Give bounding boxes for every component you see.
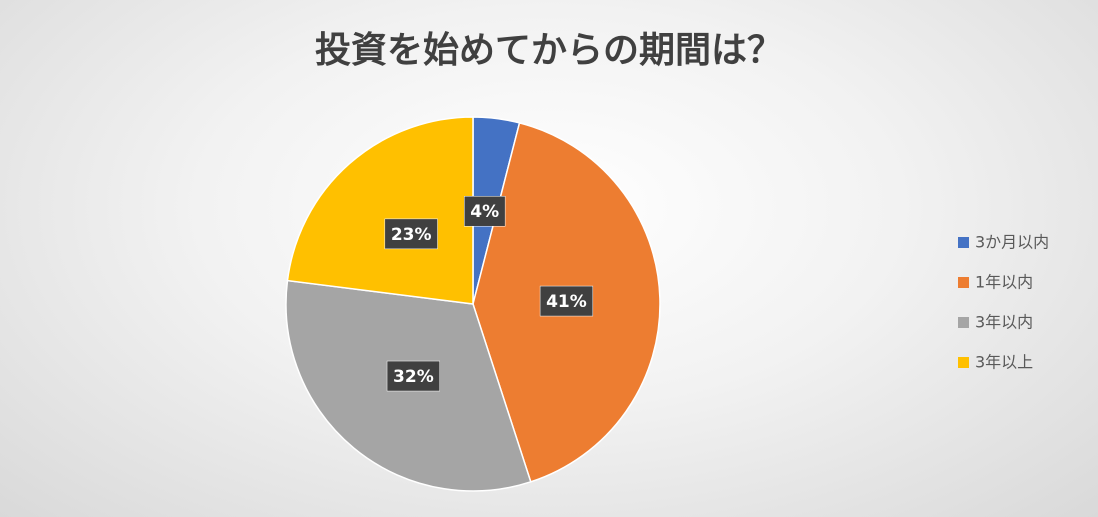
data-label-box bbox=[386, 360, 441, 392]
legend-swatch bbox=[958, 237, 969, 248]
data-label-text: 32% bbox=[393, 367, 434, 387]
data-label: 41% bbox=[539, 285, 594, 317]
data-label-box bbox=[384, 218, 438, 250]
legend-label: 1年以内 bbox=[975, 273, 1033, 292]
legend-label: 3年以上 bbox=[975, 353, 1033, 372]
data-label: 4% bbox=[464, 195, 506, 227]
legend-swatch bbox=[958, 277, 969, 288]
data-label-box bbox=[539, 285, 594, 317]
data-label-text: 23% bbox=[391, 225, 432, 245]
data-label-text: 4% bbox=[470, 202, 499, 222]
legend-label: 3年以内 bbox=[975, 313, 1033, 332]
pie-slice bbox=[286, 116, 474, 305]
chart-title: 投資を始めてからの期間は？ bbox=[315, 30, 783, 71]
legend-label: 3か月以内 bbox=[975, 233, 1049, 252]
data-label-box bbox=[464, 195, 506, 227]
legend-swatch bbox=[958, 317, 969, 328]
legend-swatch bbox=[958, 357, 969, 368]
data-label-text: 41% bbox=[546, 292, 587, 312]
data-label: 23% bbox=[384, 218, 438, 250]
data-label: 32% bbox=[386, 360, 441, 392]
